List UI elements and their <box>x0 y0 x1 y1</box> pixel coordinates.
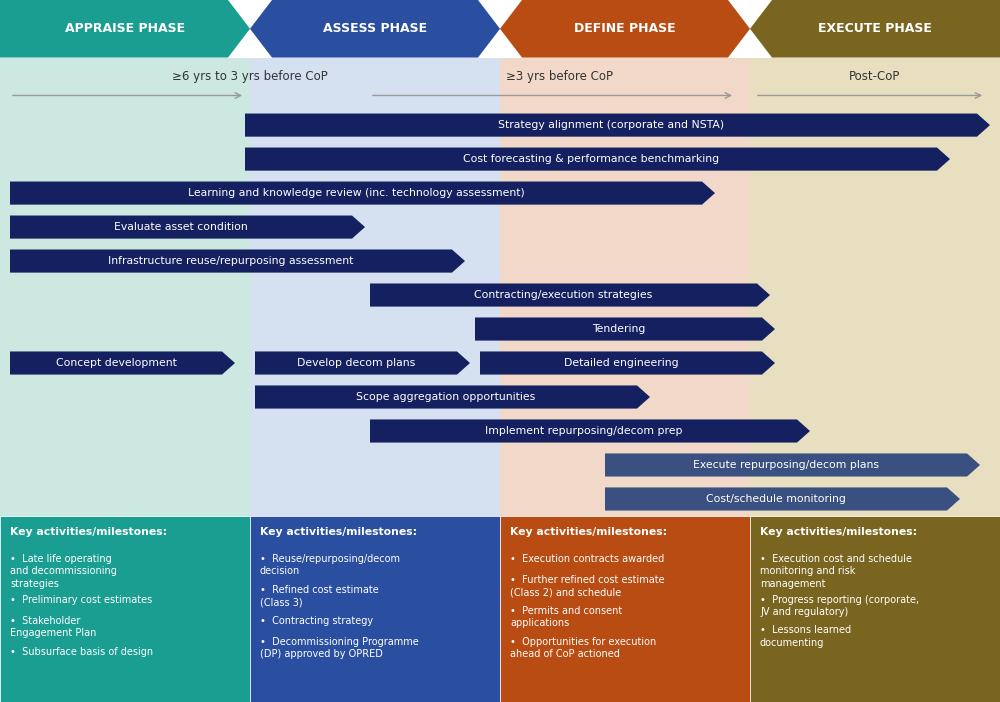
Text: •  Permits and consent
applications: • Permits and consent applications <box>510 606 622 628</box>
Text: •  Further refined cost estimate
(Class 2) and schedule: • Further refined cost estimate (Class 2… <box>510 575 665 597</box>
Polygon shape <box>480 352 775 375</box>
Text: EXECUTE PHASE: EXECUTE PHASE <box>818 22 932 35</box>
Bar <box>0 58 250 516</box>
Bar <box>250 58 500 516</box>
Polygon shape <box>245 114 990 137</box>
Text: •  Execution cost and schedule
monitoring and risk
management: • Execution cost and schedule monitoring… <box>760 554 912 589</box>
Polygon shape <box>475 317 775 340</box>
Text: Infrastructure reuse/repurposing assessment: Infrastructure reuse/repurposing assessm… <box>108 256 354 266</box>
Text: Learning and knowledge review (inc. technology assessment): Learning and knowledge review (inc. tech… <box>188 188 524 198</box>
Text: ≥6 yrs to 3 yrs before CoP: ≥6 yrs to 3 yrs before CoP <box>172 70 328 84</box>
Text: •  Decommissioning Programme
(DP) approved by OPRED: • Decommissioning Programme (DP) approve… <box>260 637 419 659</box>
Text: •  Refined cost estimate
(Class 3): • Refined cost estimate (Class 3) <box>260 585 379 607</box>
Text: •  Subsurface basis of design: • Subsurface basis of design <box>10 647 153 656</box>
Text: •  Reuse/repurposing/decom
decision: • Reuse/repurposing/decom decision <box>260 554 400 576</box>
Text: Post-CoP: Post-CoP <box>849 70 901 84</box>
Text: Scope aggregation opportunities: Scope aggregation opportunities <box>356 392 536 402</box>
Polygon shape <box>370 419 810 442</box>
Text: •  Late life operating
and decommissioning
strategies: • Late life operating and decommissionin… <box>10 554 117 589</box>
Polygon shape <box>605 487 960 510</box>
Text: Strategy alignment (corporate and NSTA): Strategy alignment (corporate and NSTA) <box>498 120 724 130</box>
Polygon shape <box>255 385 650 409</box>
Bar <box>500 516 750 702</box>
Text: Key activities/milestones:: Key activities/milestones: <box>760 527 917 537</box>
Text: •  Contracting strategy: • Contracting strategy <box>260 616 373 625</box>
Text: APPRAISE PHASE: APPRAISE PHASE <box>65 22 185 35</box>
Text: Cost forecasting & performance benchmarking: Cost forecasting & performance benchmark… <box>463 154 719 164</box>
Text: •  Opportunities for execution
ahead of CoP actioned: • Opportunities for execution ahead of C… <box>510 637 656 659</box>
Text: ASSESS PHASE: ASSESS PHASE <box>323 22 427 35</box>
Text: Key activities/milestones:: Key activities/milestones: <box>510 527 667 537</box>
Text: Detailed engineering: Detailed engineering <box>564 358 678 368</box>
Polygon shape <box>10 249 465 272</box>
Polygon shape <box>0 0 250 58</box>
Polygon shape <box>10 216 365 239</box>
Bar <box>500 58 750 516</box>
Text: •  Progress reporting (corporate,
JV and regulatory): • Progress reporting (corporate, JV and … <box>760 595 919 617</box>
Polygon shape <box>750 0 1000 58</box>
Bar <box>250 516 500 702</box>
Text: Key activities/milestones:: Key activities/milestones: <box>10 527 167 537</box>
Text: Evaluate asset condition: Evaluate asset condition <box>114 222 248 232</box>
Polygon shape <box>605 453 980 477</box>
Polygon shape <box>255 352 470 375</box>
Text: Tendering: Tendering <box>592 324 645 334</box>
Text: Key activities/milestones:: Key activities/milestones: <box>260 527 417 537</box>
Text: •  Execution contracts awarded: • Execution contracts awarded <box>510 554 664 564</box>
Text: ≥3 yrs before CoP: ≥3 yrs before CoP <box>507 70 614 84</box>
Text: Concept development: Concept development <box>56 358 176 368</box>
Text: Execute repurposing/decom plans: Execute repurposing/decom plans <box>693 460 879 470</box>
Polygon shape <box>370 284 770 307</box>
Bar <box>750 516 1000 702</box>
Polygon shape <box>245 147 950 171</box>
Polygon shape <box>500 0 750 58</box>
Text: •  Preliminary cost estimates: • Preliminary cost estimates <box>10 595 152 604</box>
Text: Implement repurposing/decom prep: Implement repurposing/decom prep <box>485 426 682 436</box>
Bar <box>0 516 250 702</box>
Bar <box>750 58 1000 516</box>
Text: DEFINE PHASE: DEFINE PHASE <box>574 22 676 35</box>
Polygon shape <box>250 0 500 58</box>
Polygon shape <box>10 352 235 375</box>
Text: Contracting/execution strategies: Contracting/execution strategies <box>474 290 653 300</box>
Text: •  Lessons learned
documenting: • Lessons learned documenting <box>760 625 851 648</box>
Text: Develop decom plans: Develop decom plans <box>297 358 415 368</box>
Text: Cost/schedule monitoring: Cost/schedule monitoring <box>706 494 846 504</box>
Text: •  Stakeholder
Engagement Plan: • Stakeholder Engagement Plan <box>10 616 96 638</box>
Polygon shape <box>10 182 715 205</box>
